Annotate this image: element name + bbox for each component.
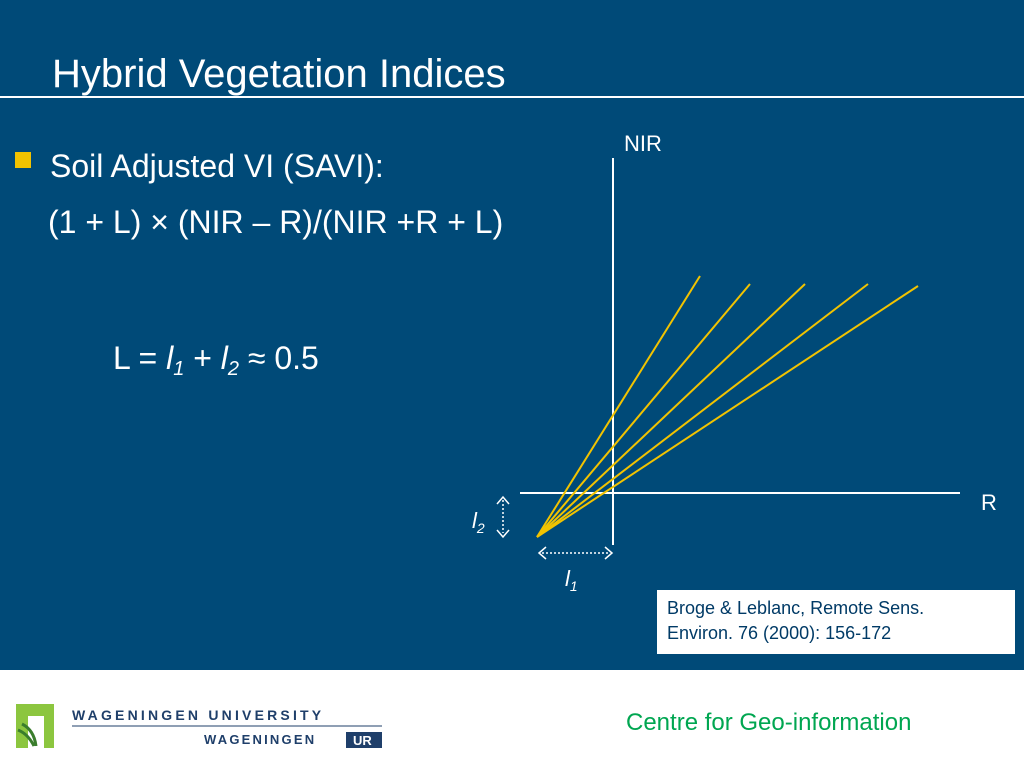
plus-sign: + xyxy=(193,340,212,376)
l1-label-symbol: l xyxy=(565,566,570,591)
title-divider xyxy=(0,96,1024,98)
l1-arrowhead-right xyxy=(604,546,614,560)
l-equation-rhs: ≈ 0.5 xyxy=(247,340,319,376)
slide-title: Hybrid Vegetation Indices xyxy=(52,52,506,96)
l2-arrowhead-bottom xyxy=(496,529,510,539)
citation-box: Broge & Leblanc, Remote Sens. Environ. 7… xyxy=(657,590,1015,654)
l2-label-symbol: l xyxy=(472,508,477,533)
ur-text: UR xyxy=(353,733,372,748)
l1-arrowhead-left xyxy=(537,546,547,560)
isoline-1 xyxy=(536,275,701,538)
l2-symbol: l xyxy=(220,340,228,376)
l2-label-subscript: 2 xyxy=(476,520,485,536)
l1-subscript: 1 xyxy=(173,358,185,380)
l1-label-subscript: 1 xyxy=(569,578,578,594)
isoline-5 xyxy=(536,285,919,538)
savi-formula: (1 + L) × (NIR – R)/(NIR +R + L) xyxy=(48,204,504,240)
l1-label: l1 xyxy=(565,566,578,599)
l1-symbol: l xyxy=(166,340,174,376)
r-axis-label: R xyxy=(981,490,997,515)
l2-arrowhead-top xyxy=(496,495,510,505)
isoline-group xyxy=(536,275,919,538)
bullet-text: Soil Adjusted VI (SAVI): xyxy=(50,148,384,184)
university-name: WAGENINGEN UNIVERSITY xyxy=(72,707,324,723)
nir-axis-label: NIR xyxy=(624,131,662,156)
isoline-2 xyxy=(536,283,751,538)
savi-diagram xyxy=(496,158,960,560)
l-equation: L = l1 + l2 ≈ 0.5 xyxy=(113,336,319,391)
bullet-square-icon xyxy=(15,152,31,168)
logo-leaf-icon xyxy=(17,722,38,747)
isoline-3 xyxy=(536,283,806,538)
wageningen-logo: WAGENINGEN UNIVERSITY WAGENINGEN UR xyxy=(16,704,382,748)
l2-label: l2 xyxy=(472,508,485,541)
sub-brand: WAGENINGEN xyxy=(204,732,316,747)
l2-subscript: 2 xyxy=(227,358,240,380)
citation-line-1: Broge & Leblanc, Remote Sens. xyxy=(667,598,925,618)
citation-line-2: Environ. 76 (2000): 156-172 xyxy=(667,623,892,643)
centre-name: Centre for Geo-information xyxy=(626,709,912,736)
slide: Hybrid Vegetation Indices Soil Adjusted … xyxy=(0,0,1024,670)
isoline-4 xyxy=(536,283,869,538)
l-equation-lhs: L = xyxy=(113,340,158,376)
ur-box xyxy=(346,732,382,748)
footer: WAGENINGEN UNIVERSITY WAGENINGEN UR Cent… xyxy=(0,670,1024,768)
